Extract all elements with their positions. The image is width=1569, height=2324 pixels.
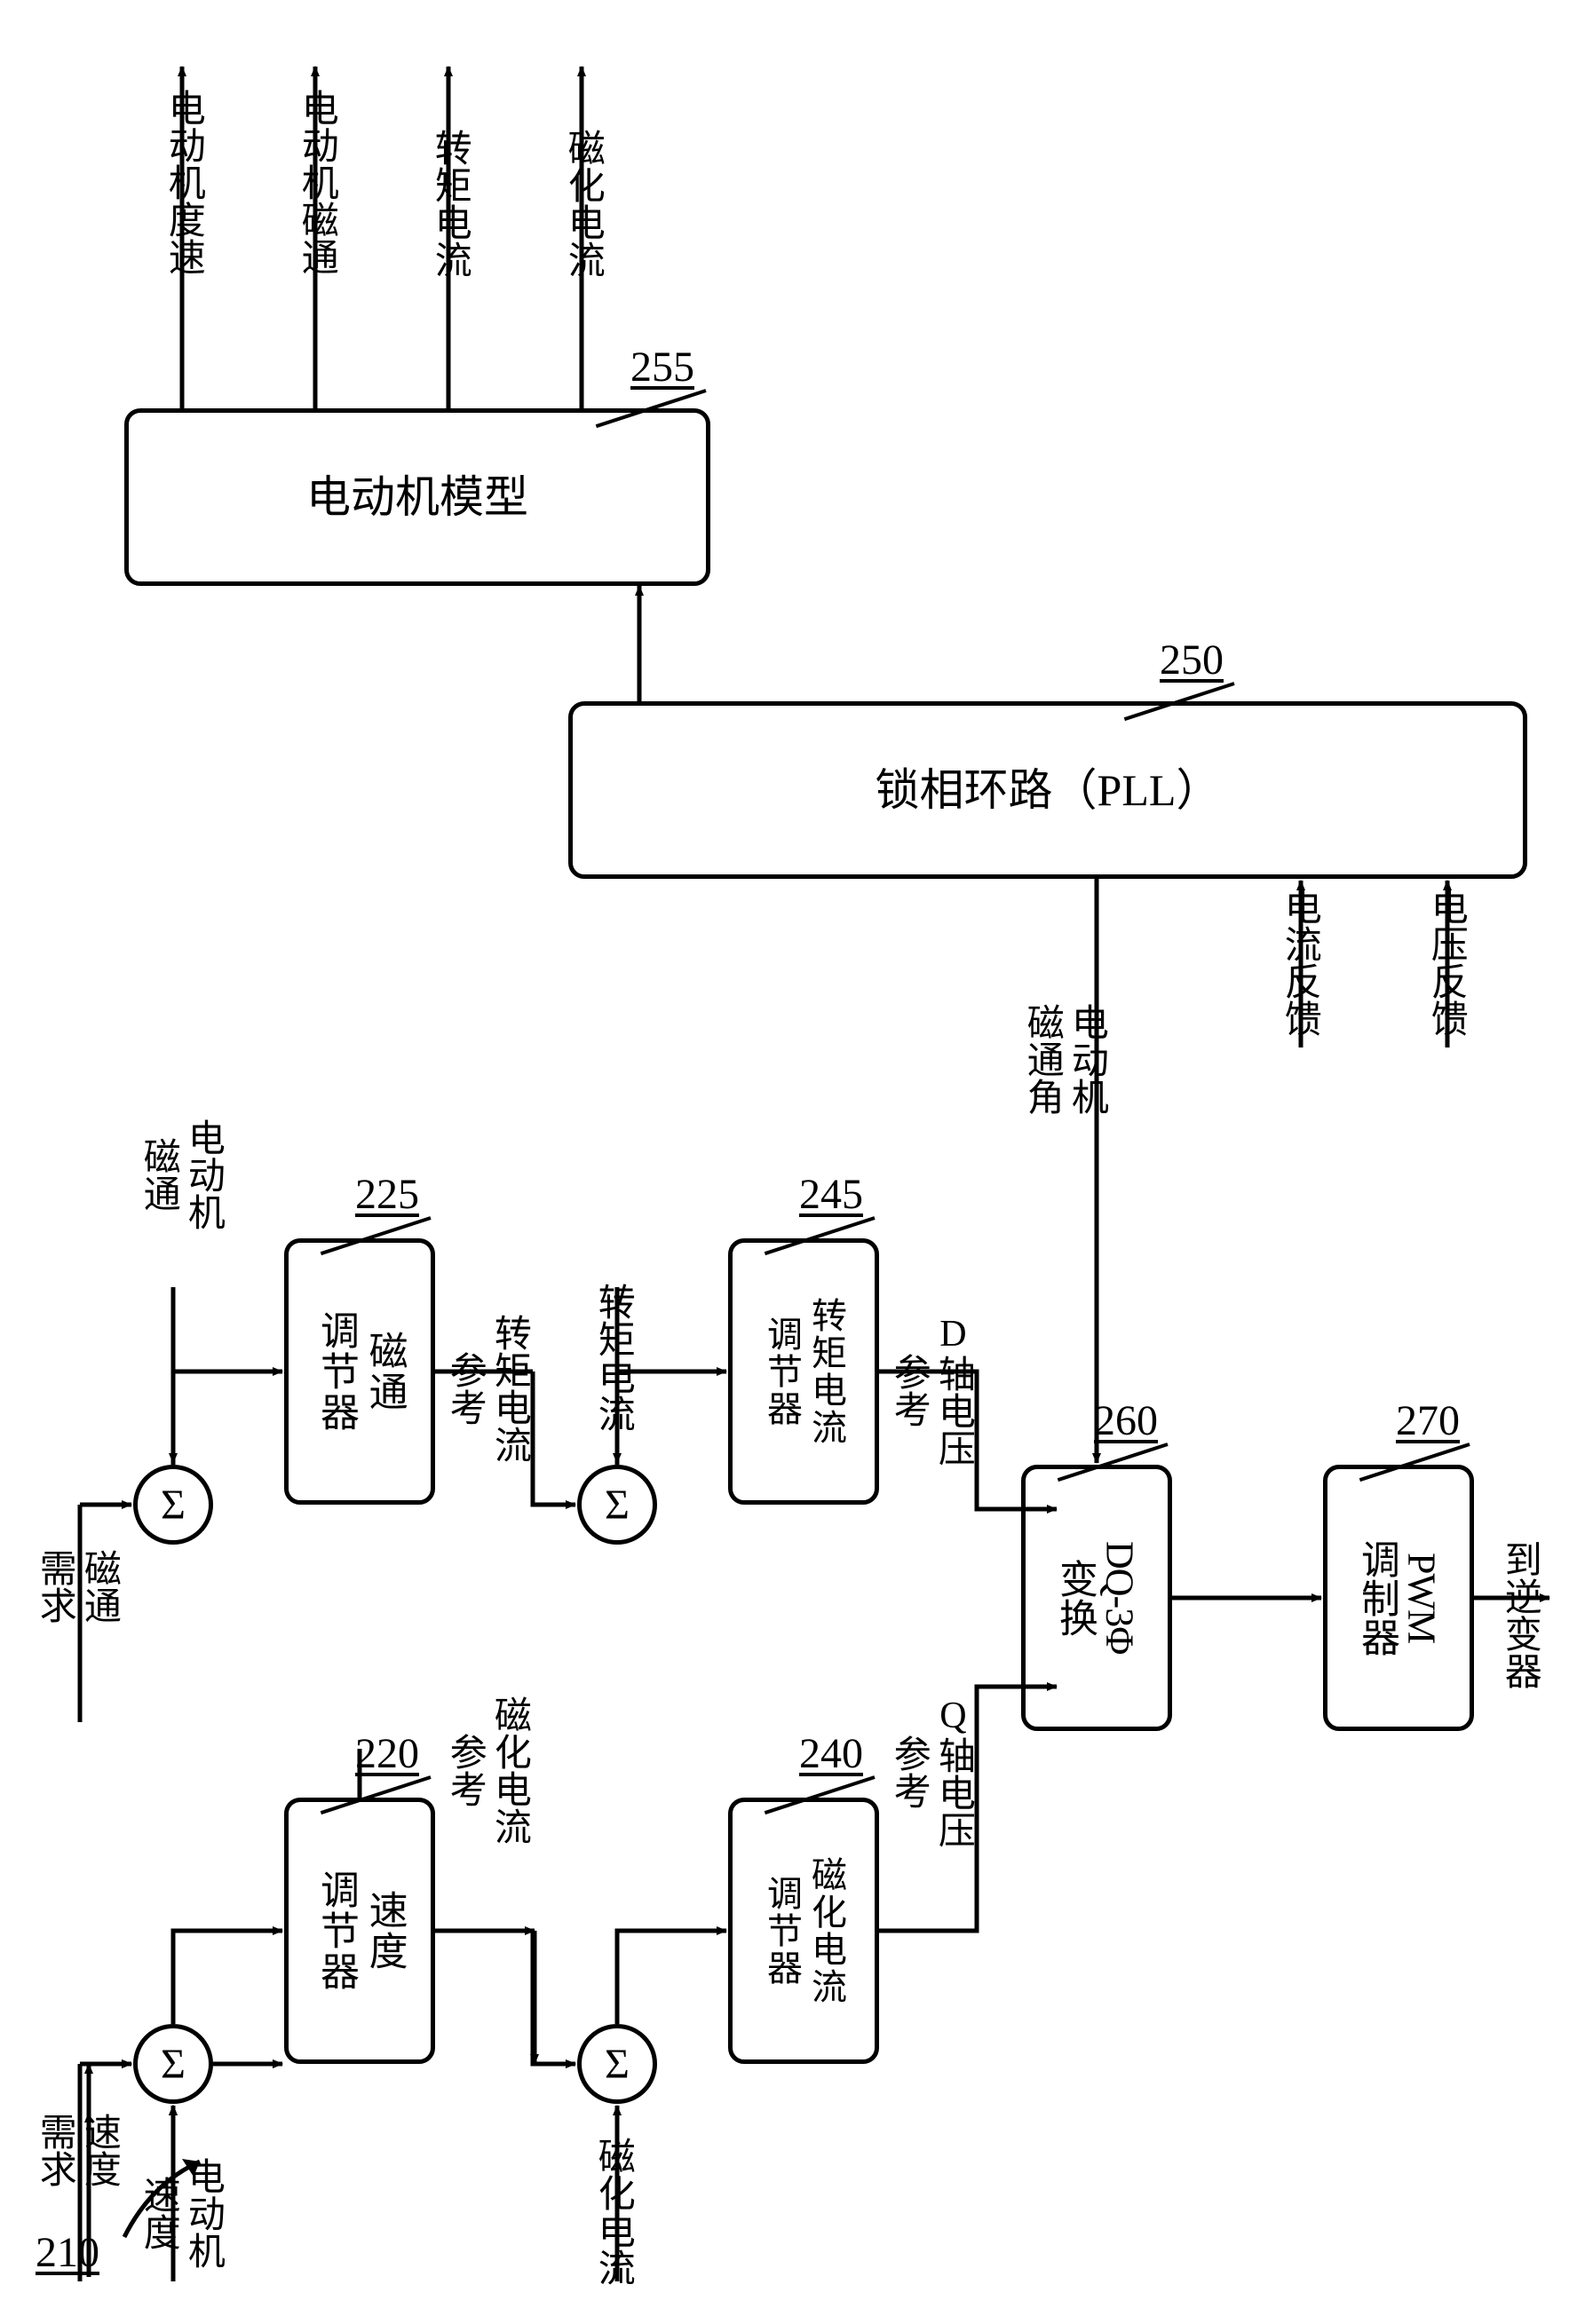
ref-240: 240 <box>799 1729 863 1778</box>
sigma-glyph: Σ <box>161 1481 186 1530</box>
label-d-axis-volt-ref: D轴电压参考 <box>888 1314 973 1466</box>
label-q-axis-volt-ref: Q轴电压参考 <box>888 1696 973 1848</box>
ref-270: 270 <box>1396 1396 1460 1445</box>
label-model-torque-current: 转矩电流 <box>429 129 470 278</box>
block-pwm-modulator: PWM 调制器 <box>1323 1465 1474 1731</box>
sum-speed: Σ <box>133 2024 213 2104</box>
block-flux-regulator-label: 磁通调节器 <box>313 1310 406 1433</box>
label-flux-demand: 磁通需求 <box>34 1549 119 1624</box>
ref-255: 255 <box>630 343 694 391</box>
sigma-glyph: Σ <box>161 2040 186 2089</box>
block-pwm-label: PWM 调制器 <box>1353 1539 1443 1656</box>
block-torque-regulator-label: 转矩电流调节器 <box>761 1297 846 1446</box>
label-mag-current-fb: 磁化电流 <box>592 2137 633 2286</box>
block-motor-model-label: 电动机模型 <box>306 475 528 519</box>
pwm-latin: PWM <box>1400 1553 1444 1643</box>
sum-mag: Σ <box>577 2024 657 2104</box>
label-model-mag-current: 磁化电流 <box>562 129 603 278</box>
sigma-glyph: Σ <box>605 2040 630 2089</box>
label-speed-demand: 速度需求 <box>34 2113 119 2187</box>
sigma-glyph: Σ <box>605 1481 630 1530</box>
figure-ref-210: 210 <box>36 2228 99 2277</box>
label-current-fb: 电流反馈 <box>1279 888 1319 1037</box>
label-voltage-fb: 电压反馈 <box>1425 888 1466 1037</box>
ref-225: 225 <box>355 1170 419 1219</box>
label-torque-current-ref: 转矩电流参考 <box>444 1314 529 1463</box>
sum-flux: Σ <box>133 1465 213 1545</box>
block-flux-regulator: 磁通调节器 <box>284 1238 435 1505</box>
block-dq3-transform: DQ-3Φ 变换 <box>1021 1465 1172 1731</box>
dq3-latin: DQ-3Φ <box>1098 1541 1142 1654</box>
label-model-motor-speed: 电动机度速 <box>162 89 203 275</box>
sum-torque: Σ <box>577 1465 657 1545</box>
label-motor-flux-angle: 电动机磁通角 <box>1021 1003 1106 1115</box>
block-mag-regulator: 磁化电流调节器 <box>728 1798 879 2064</box>
block-mag-regulator-label: 磁化电流调节器 <box>761 1856 846 2005</box>
label-mag-current-ref: 磁化电流参考 <box>444 1696 529 1845</box>
block-speed-regulator: 速度调节器 <box>284 1798 435 2064</box>
block-dq3-label: DQ-3Φ 变换 <box>1051 1541 1141 1654</box>
ref-220: 220 <box>355 1729 419 1778</box>
label-model-motor-flux: 电动机磁通 <box>296 89 337 275</box>
dq3-cjk: 变换 <box>1051 1559 1097 1637</box>
block-torque-regulator: 转矩电流调节器 <box>728 1238 879 1505</box>
ref-250: 250 <box>1160 636 1224 684</box>
label-torque-current-fb: 转矩电流 <box>592 1283 633 1432</box>
block-pll: 锁相环路（PLL） <box>568 701 1527 879</box>
label-to-inverter: 到逆变器 <box>1499 1540 1540 1689</box>
label-motor-speed-fb: 电动机速度 <box>138 2157 223 2269</box>
block-pll-label: 锁相环路（PLL） <box>876 768 1221 812</box>
ref-245: 245 <box>799 1170 863 1219</box>
label-motor-flux-fb: 电动机磁通 <box>138 1119 223 1230</box>
pwm-cjk: 调制器 <box>1353 1539 1399 1656</box>
block-speed-regulator-label: 速度调节器 <box>313 1869 406 1992</box>
ref-260: 260 <box>1094 1396 1158 1445</box>
block-motor-model: 电动机模型 <box>124 408 710 586</box>
